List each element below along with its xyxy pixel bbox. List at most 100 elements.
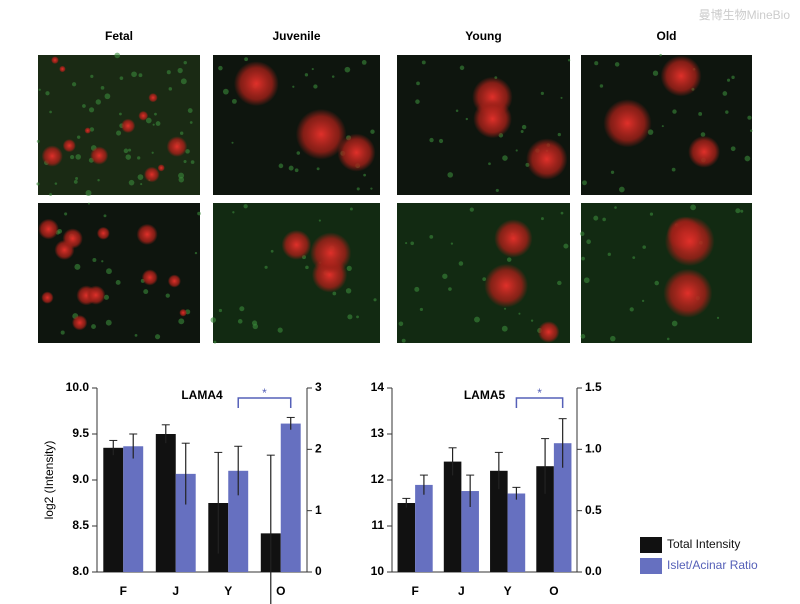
green-signal (602, 217, 606, 222)
red-signal (494, 219, 533, 258)
bar (490, 470, 508, 572)
green-signal (123, 148, 129, 154)
green-signal (363, 173, 366, 177)
red-signal (473, 99, 512, 139)
green-signal (560, 96, 563, 99)
green-signal (311, 67, 314, 71)
green-signal (244, 57, 249, 62)
green-signal (557, 280, 562, 286)
green-signal (421, 60, 426, 65)
bar (123, 446, 144, 572)
green-signal (101, 260, 104, 263)
green-signal (345, 288, 352, 294)
x-tick-label: J (172, 584, 179, 598)
red-signal (603, 99, 652, 148)
green-signal (455, 109, 459, 112)
red-signal (141, 269, 158, 286)
green-signal (60, 330, 65, 335)
bar (461, 491, 479, 572)
red-signal (309, 232, 352, 274)
green-signal (730, 146, 736, 152)
green-signal (495, 188, 499, 192)
green-signal (143, 289, 149, 295)
y-axis-label: log2 (Intensity) (42, 441, 56, 520)
green-signal (563, 243, 569, 249)
x-tick-label: O (276, 584, 285, 598)
micrograph (581, 203, 752, 343)
green-signal (45, 91, 50, 96)
green-signal (614, 62, 620, 67)
green-signal (520, 130, 524, 134)
bar (280, 423, 301, 572)
green-signal (292, 85, 295, 88)
green-signal (119, 76, 124, 80)
green-signal (140, 183, 143, 186)
green-signal (197, 211, 201, 216)
green-signal (179, 131, 184, 135)
green-signal (518, 312, 521, 315)
red-signal (143, 166, 160, 183)
legend-swatch (640, 537, 662, 553)
green-signal (296, 151, 301, 155)
green-signal (305, 265, 309, 270)
legend-label: Total Intensity (667, 537, 740, 551)
green-signal (88, 107, 95, 113)
green-signal (180, 78, 187, 85)
red-signal (295, 108, 347, 160)
green-signal (579, 231, 585, 237)
green-signal (114, 52, 121, 59)
green-signal (593, 215, 599, 221)
red-signal (62, 139, 76, 153)
green-signal (71, 82, 77, 87)
green-signal (356, 315, 359, 319)
green-signal (178, 172, 185, 179)
green-signal (429, 137, 434, 143)
green-signal (168, 87, 173, 91)
green-signal (661, 125, 664, 128)
watermark: 曼博生物MineBio (699, 7, 791, 22)
green-signal (610, 335, 616, 342)
annotation: * (262, 386, 267, 400)
y2-tick-label: 0.0 (585, 564, 602, 578)
green-signal (373, 298, 377, 302)
green-signal (450, 242, 454, 245)
bar (228, 470, 249, 572)
green-signal (567, 59, 571, 62)
green-signal (530, 319, 534, 322)
y2-tick-label: 0 (315, 564, 322, 578)
green-signal (103, 214, 107, 218)
green-signal (54, 182, 58, 185)
y2-tick-label: 1.0 (585, 442, 602, 456)
panel-label: Old (657, 29, 677, 43)
green-signal (316, 167, 320, 171)
micrograph (397, 203, 570, 343)
green-signal (154, 334, 161, 340)
green-signal (641, 299, 645, 303)
green-signal (100, 86, 105, 90)
green-signal (106, 268, 112, 275)
green-signal (698, 112, 703, 116)
red-signal (120, 118, 136, 134)
green-signal (165, 293, 170, 298)
green-signal (190, 160, 195, 164)
y-tick-label: 11 (371, 518, 384, 532)
green-signal (137, 174, 144, 180)
green-signal (166, 70, 171, 75)
chart-title: LAMA4 (181, 388, 223, 402)
green-signal (666, 337, 670, 341)
red-signal (166, 136, 188, 157)
red-signal (84, 127, 91, 134)
red-signal (96, 226, 110, 240)
panel-label: Fetal (105, 29, 133, 43)
green-signal (318, 219, 321, 222)
green-signal (264, 265, 268, 269)
y-tick-label: 8.0 (72, 564, 89, 578)
green-signal (410, 241, 415, 246)
green-signal (288, 165, 294, 171)
green-signal (642, 245, 646, 249)
green-signal (735, 208, 741, 214)
green-signal (501, 325, 508, 332)
green-signal (85, 189, 92, 196)
red-signal (136, 223, 158, 245)
